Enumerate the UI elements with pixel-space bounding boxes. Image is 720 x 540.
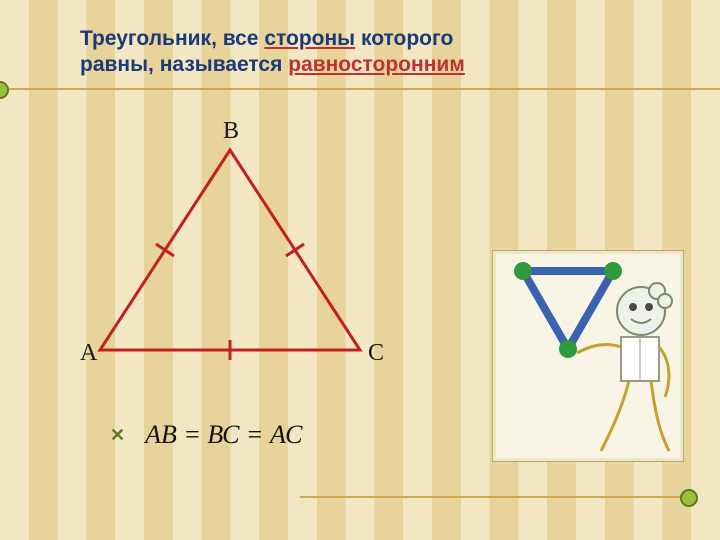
bullet-icon: ✕ xyxy=(110,425,125,446)
corner-dot-top-left xyxy=(0,81,9,99)
equation-text: АВ = ВС = АС xyxy=(145,420,302,450)
vertex-label-c: С xyxy=(368,340,384,367)
top-rule xyxy=(0,88,720,90)
vertex-label-a: А xyxy=(80,340,97,367)
triangle-shape xyxy=(100,150,360,350)
illustration-svg xyxy=(493,251,683,461)
triangle-svg xyxy=(80,140,380,370)
title-line1-pre: Треугольник, все xyxy=(80,27,264,50)
title-underlined-word: стороны xyxy=(264,27,355,50)
slide: { "title": { "line1_pre": "Треугольник, … xyxy=(0,0,720,540)
vertex-label-b: В xyxy=(223,118,239,145)
bottom-rule xyxy=(300,496,680,498)
title-line2-pre: равны, называется xyxy=(80,53,288,76)
illustration-frame xyxy=(492,250,684,462)
tick-ab xyxy=(156,244,174,256)
equation-row: ✕ АВ = ВС = АС xyxy=(110,420,303,450)
slide-title: Треугольник, все стороны которого равны,… xyxy=(80,26,465,79)
title-highlight-word: равносторонним xyxy=(288,53,465,76)
corner-dot-bottom-right xyxy=(680,489,698,507)
title-line1-post: которого xyxy=(355,27,453,50)
triangle-diagram: В А С xyxy=(80,140,380,400)
tick-bc xyxy=(286,244,304,256)
